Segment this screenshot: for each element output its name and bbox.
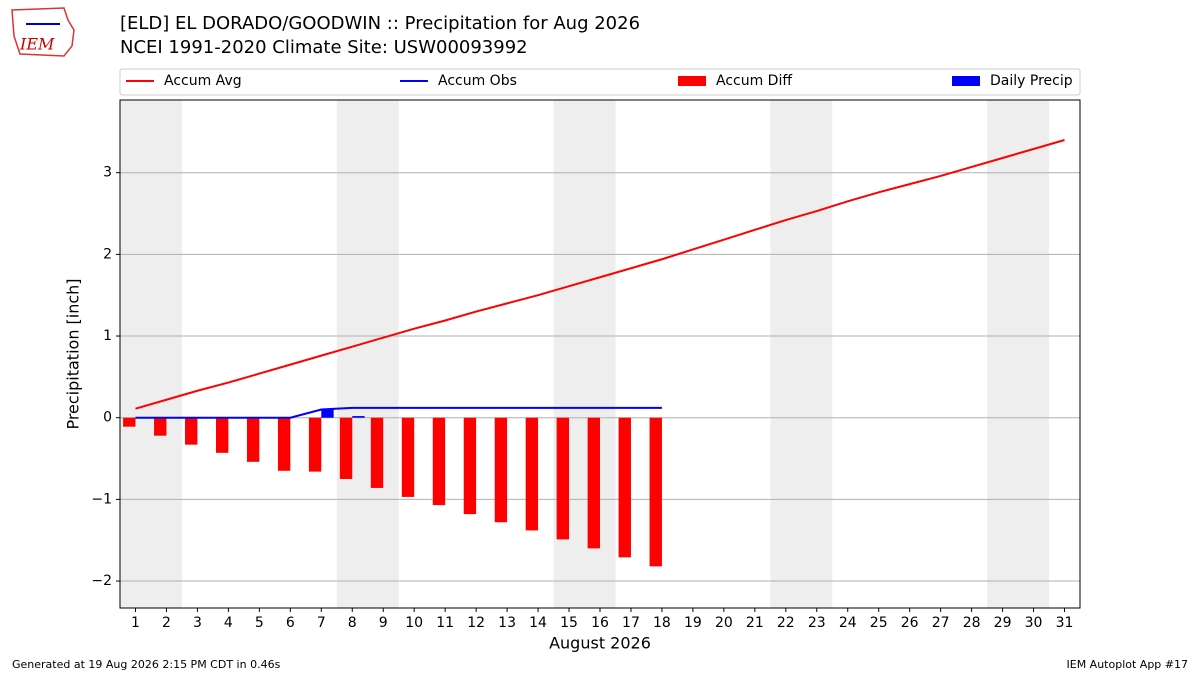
weekend-shade: [150, 100, 182, 608]
bar: [277, 417, 291, 471]
logo-text: IEM: [19, 35, 55, 54]
bar: [216, 417, 229, 453]
weekend-shade: [336, 100, 368, 608]
x-tick-label: 25: [870, 615, 888, 631]
x-tick-label: 13: [498, 615, 516, 631]
bar: [339, 417, 353, 479]
x-tick-label: 19: [684, 615, 702, 631]
x-tick-label: 10: [405, 615, 423, 631]
weekend-shade: [1018, 100, 1050, 608]
bar: [494, 417, 508, 523]
bar: [401, 417, 415, 497]
y-tick-label: −1: [91, 491, 112, 507]
bar: [463, 417, 477, 515]
bar: [370, 417, 384, 488]
legend-box: [119, 68, 1081, 96]
x-tick-label: 3: [193, 615, 202, 631]
footer-left: Generated at 19 Aug 2026 2:15 PM CDT in …: [12, 658, 281, 671]
x-tick-label: 29: [994, 615, 1012, 631]
bar: [123, 417, 136, 427]
x-tick-label: 4: [224, 615, 233, 631]
legend-label: Accum Avg: [164, 73, 242, 89]
bar: [525, 417, 539, 531]
y-tick-label: 0: [103, 410, 112, 426]
x-tick-label: 24: [839, 615, 857, 631]
weekend-shade: [770, 100, 802, 608]
y-tick-label: −2: [91, 573, 112, 589]
bar: [618, 417, 631, 558]
bar: [154, 417, 167, 436]
bar: [556, 417, 570, 540]
legend-swatch: [678, 76, 706, 86]
x-tick-label: 26: [901, 615, 919, 631]
logo-outline: [11, 7, 75, 57]
x-tick-label: 16: [591, 615, 609, 631]
x-tick-label: 30: [1025, 615, 1043, 631]
x-tick-label: 1: [131, 615, 140, 631]
y-axis-label: Precipitation [inch]: [64, 278, 83, 429]
legend-label: Daily Precip: [990, 73, 1073, 89]
bar: [246, 417, 260, 462]
legend-swatch: [952, 76, 980, 86]
x-tick-label: 12: [467, 615, 485, 631]
x-tick-label: 21: [746, 615, 764, 631]
logo: IEM: [11, 7, 75, 57]
plot-frame: [119, 99, 1081, 609]
x-tick-label: 8: [348, 615, 357, 631]
x-tick-label: 18: [653, 615, 671, 631]
footer-right: IEM Autoplot App #17: [1067, 658, 1189, 671]
weekend-shade: [801, 100, 833, 608]
bar: [432, 417, 446, 506]
weekend-shade: [120, 100, 151, 608]
chart-title: [ELD] EL DORADO/GOODWIN :: Precipitation…: [120, 13, 640, 34]
y-tick-label: 1: [103, 328, 112, 344]
x-tick-label: 17: [622, 615, 640, 631]
x-tick-label: 11: [436, 615, 454, 631]
y-tick-label: 3: [103, 165, 112, 181]
line: [135, 139, 1065, 410]
x-tick-label: 28: [963, 615, 981, 631]
x-tick-label: 7: [317, 615, 326, 631]
x-tick-label: 5: [255, 615, 264, 631]
x-tick-label: 23: [808, 615, 826, 631]
bar: [308, 417, 322, 472]
bar: [185, 417, 198, 445]
x-tick-label: 27: [932, 615, 950, 631]
legend-label: Accum Diff: [716, 73, 792, 89]
legend-label: Accum Obs: [438, 73, 517, 89]
line: [135, 406, 662, 419]
weekend-shade: [367, 100, 399, 608]
x-tick-label: 9: [379, 615, 388, 631]
x-axis-label: August 2026: [549, 634, 651, 653]
weekend-shade: [987, 100, 1019, 608]
x-tick-label: 14: [529, 615, 547, 631]
x-tick-label: 31: [1056, 615, 1074, 631]
y-tick-label: 2: [103, 246, 112, 262]
bar: [649, 417, 662, 567]
x-tick-label: 6: [286, 615, 295, 631]
bar: [321, 409, 334, 418]
x-tick-label: 2: [162, 615, 171, 631]
x-tick-label: 15: [560, 615, 578, 631]
chart-subtitle: NCEI 1991-2020 Climate Site: USW00093992: [120, 37, 528, 58]
x-tick-label: 22: [777, 615, 795, 631]
bar: [587, 417, 600, 549]
x-tick-label: 20: [715, 615, 733, 631]
bar: [352, 416, 365, 418]
